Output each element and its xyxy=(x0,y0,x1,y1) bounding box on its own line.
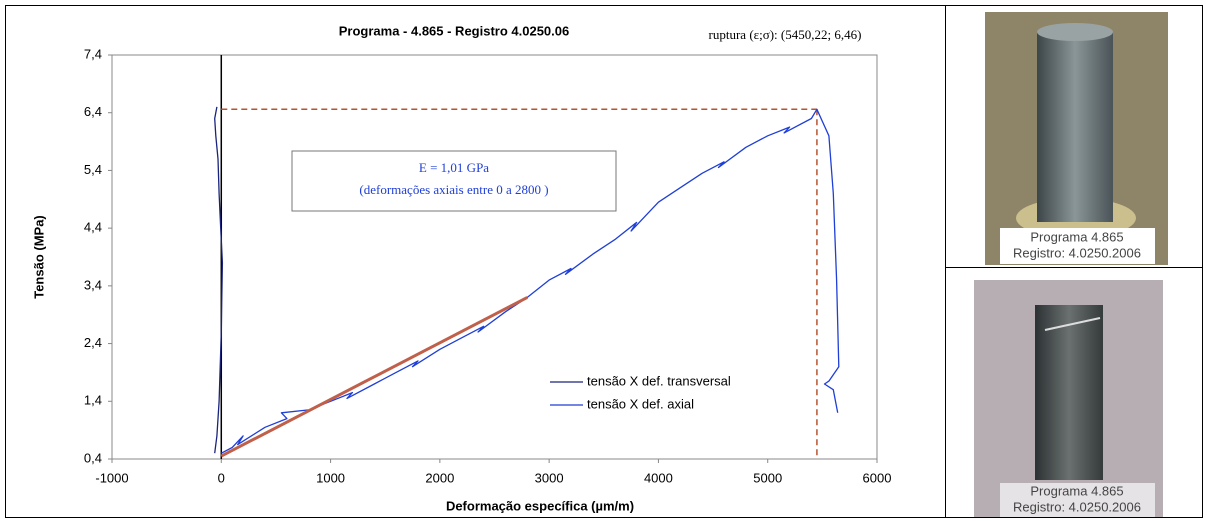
photo-label: Registro: 4.0250.2006 xyxy=(1013,245,1141,260)
photo-bottom xyxy=(974,280,1163,517)
photo-label-box xyxy=(1000,483,1155,517)
photo-label: Programa 4.865 xyxy=(1030,229,1123,244)
x-tick-label: 0 xyxy=(218,470,225,485)
x-tick-label: 3000 xyxy=(535,470,564,485)
x-tick-label: 1000 xyxy=(316,470,345,485)
modulus-label: E = 1,01 GPa xyxy=(419,160,489,175)
y-tick-label: 4,4 xyxy=(84,220,102,235)
y-tick-label: 7,4 xyxy=(84,46,102,61)
photo-label: Programa 4.865 xyxy=(1030,483,1123,498)
x-tick-label: 5000 xyxy=(753,470,782,485)
legend-label: tensão X def. transversal xyxy=(587,373,731,388)
y-tick-label: 1,4 xyxy=(84,393,102,408)
annotation-box xyxy=(291,150,617,212)
y-tick-label: 3,4 xyxy=(84,277,102,292)
x-tick-label: 4000 xyxy=(644,470,673,485)
y-tick-label: 2,4 xyxy=(84,335,102,350)
photo-label: Registro: 4.0250.2006 xyxy=(1013,499,1141,514)
rock-top xyxy=(1037,23,1113,41)
y-tick-label: 6,4 xyxy=(84,104,102,119)
y-axis-label: Tensão (MPa) xyxy=(31,215,46,299)
x-axis-label: Deformação específica (µm/m) xyxy=(446,498,634,513)
rock-sample xyxy=(1037,32,1113,222)
photo-label-box xyxy=(1000,228,1155,264)
plot-area xyxy=(111,54,878,460)
rock-sample xyxy=(1035,305,1103,480)
y-tick-label: 5,4 xyxy=(84,162,102,177)
x-tick-label: 2000 xyxy=(425,470,454,485)
series-line xyxy=(214,106,224,454)
legend-label: tensão X def. axial xyxy=(587,396,694,411)
x-tick-label: 6000 xyxy=(863,470,892,485)
x-tick-label: -1000 xyxy=(95,470,128,485)
frame xyxy=(5,5,1203,518)
y-tick-label: 0,4 xyxy=(84,450,102,465)
fracture xyxy=(1044,317,1101,331)
photo-top xyxy=(985,12,1168,265)
annotation: ruptura (ε;σ): (5450,22; 6,46) xyxy=(709,27,862,42)
modulus-note: (deformações axiais entre 0 a 2800 ) xyxy=(359,182,548,197)
fit-line xyxy=(220,296,528,458)
chart-title: Programa - 4.865 - Registro 4.0250.06 xyxy=(339,23,570,38)
